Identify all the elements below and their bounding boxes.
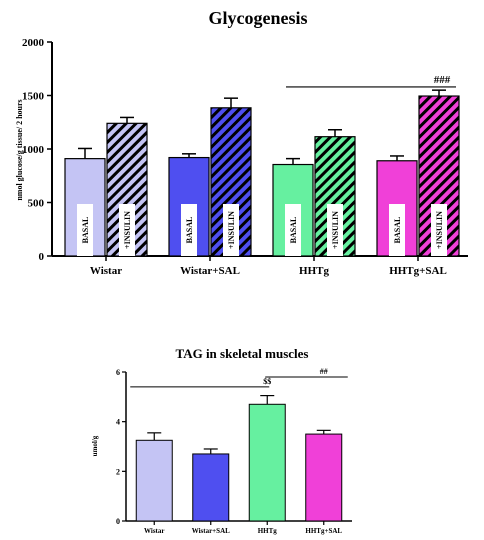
chart2-y-tick-label: 4 <box>116 418 120 427</box>
chart1-x-tick-label: Wistar+SAL <box>180 265 240 277</box>
chart1-y-tick-label: 1000 <box>22 144 45 156</box>
chart1-bar-label-insulin: +INSULIN <box>123 211 132 249</box>
chart1-y-tick-label: 0 <box>39 251 45 263</box>
chart1-bar-label-bg <box>119 204 135 256</box>
chart2-y-tick-label: 2 <box>116 467 120 476</box>
chart2-title: TAG in skeletal muscles <box>175 346 308 361</box>
chart1-bar-label-bg <box>223 204 239 256</box>
chart1-title: Glycogenesis <box>209 8 308 28</box>
chart1-bar-label-bg <box>431 204 447 256</box>
chart2-significance-label: ## <box>320 367 328 376</box>
chart1-bar-label-basal: BASAL <box>289 217 298 244</box>
chart1-bar-label-insulin: +INSULIN <box>435 211 444 249</box>
chart2-x-tick-label: Wistar <box>144 527 164 535</box>
chart1-x-tick-label: HHTg+SAL <box>389 265 447 277</box>
chart1-x-tick-label: HHTg <box>299 265 329 277</box>
chart1-bar-label-insulin: +INSULIN <box>331 211 340 249</box>
chart1-bar-label-bg <box>285 204 301 256</box>
chart1-significance-label: ### <box>434 74 451 86</box>
chart1-y-tick-label: 500 <box>28 198 45 210</box>
chart2-y-tick-label: 0 <box>116 517 120 526</box>
tag-skeletal-muscles-chart: TAG in skeletal muscles umol/g 0 2 4 6 Wista… <box>91 346 352 535</box>
chart2-x-tick-label: HHTg+SAL <box>305 527 342 535</box>
chart2-x-tick-label: Wistar+SAL <box>192 527 230 535</box>
chart2-bar-hhtg-sal <box>305 433 343 522</box>
chart2-bar-wistar-sal <box>192 453 230 522</box>
chart2-y-tick-label: 6 <box>116 368 120 377</box>
chart1-x-tick-label: Wistar <box>90 265 122 277</box>
chart2-significance-label: $$ <box>263 377 271 386</box>
chart1-bar-label-basal: BASAL <box>81 217 90 244</box>
chart2-x-tick-label: HHTg <box>258 527 278 535</box>
chart2-ylabel: umol/g <box>91 435 99 456</box>
chart1-bar-label-bg <box>181 204 197 256</box>
chart1-bar-label-basal: BASAL <box>393 217 402 244</box>
chart1-y-tick-label: 2000 <box>22 37 45 49</box>
chart1-bar-label-basal: BASAL <box>185 217 194 244</box>
chart1-bar-label-insulin: +INSULIN <box>227 211 236 249</box>
chart1-bar-label-bg <box>389 204 405 256</box>
chart2-bar-hhtg <box>248 403 286 522</box>
chart1-bar-label-bg <box>327 204 343 256</box>
chart1-bar-label-bg <box>77 204 93 256</box>
glycogenesis-chart: Glycogenesis nmol glucose/g tissue/ 2 ho… <box>15 8 468 277</box>
chart1-ylabel: nmol glucose/g tissue/ 2 hours <box>15 99 24 200</box>
chart1-y-tick-label: 1500 <box>22 91 45 103</box>
chart2-bar-wistar <box>135 439 173 522</box>
